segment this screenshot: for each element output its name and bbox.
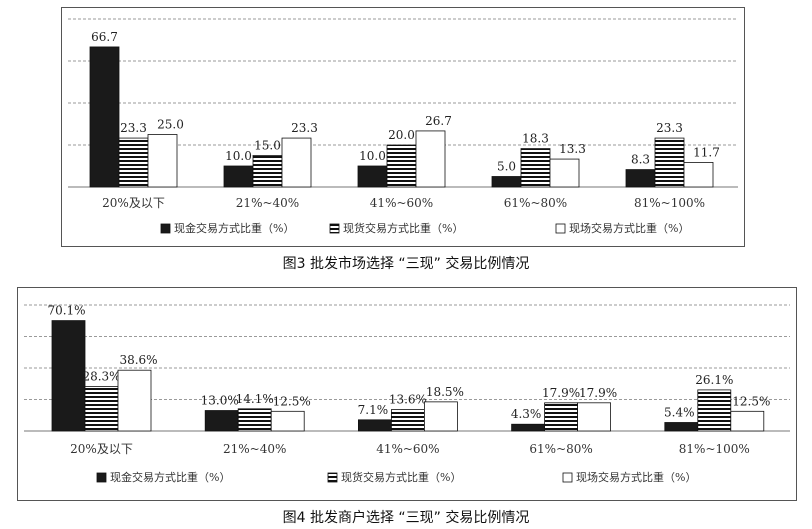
data-label: 23.3 — [120, 121, 147, 135]
bar-series-1 — [511, 423, 546, 432]
bar-series-2 — [390, 409, 425, 432]
bar-series-2 — [654, 137, 685, 188]
bar-series-1 — [89, 46, 120, 188]
bar-series-1 — [491, 176, 522, 188]
data-label: 70.1% — [47, 304, 85, 318]
data-label: 25.0 — [157, 118, 184, 132]
data-label: 66.7 — [91, 30, 118, 44]
bar-series-3 — [415, 130, 446, 188]
legend-swatch — [329, 223, 340, 234]
legend-swatch — [562, 472, 573, 483]
data-label: 13.6% — [389, 393, 427, 407]
bar-series-1 — [223, 165, 254, 188]
legend-label: 现场交易方式比重（%） — [576, 470, 696, 484]
legend-swatch — [96, 472, 107, 483]
data-label: 10.0 — [359, 149, 386, 163]
legend-label: 现金交易方式比重（%） — [174, 221, 294, 235]
data-label: 11.7 — [693, 145, 720, 159]
data-label: 14.1% — [236, 392, 274, 406]
data-label: 15.0 — [254, 139, 281, 153]
bar-series-1 — [204, 410, 239, 432]
bar-series-3 — [147, 134, 178, 188]
category-label: 20%及以下 — [70, 442, 133, 456]
figure-4-caption: 图4 批发商户选择 “三现” 交易比例情况 — [282, 510, 530, 526]
bar-series-2 — [386, 144, 417, 188]
chart-panel-4: 70.1% 28.3% 38.6% 20%及以下 13.0% 14.1% 12.5% 21%~… — [17, 287, 797, 501]
category-label: 61%~80% — [504, 196, 567, 210]
data-label: 13.0% — [201, 394, 239, 408]
data-label: 10.0 — [225, 149, 252, 163]
chart-panel-3: 66.7 23.3 25.0 20%及以下 10.0 15.0 23.3 21%~40% 10.… — [61, 7, 745, 247]
data-label: 17.9% — [542, 386, 580, 400]
bar-series-3 — [577, 402, 611, 432]
legend-swatch — [327, 472, 338, 483]
category-label: 21%~40% — [236, 196, 299, 210]
data-label: 17.9% — [579, 386, 617, 400]
data-label: 8.3 — [631, 153, 650, 167]
bar-series-1 — [357, 419, 392, 432]
data-label: 5.0 — [497, 160, 516, 174]
legend-label: 现货交易方式比重（%） — [343, 221, 463, 235]
category-label: 21%~40% — [223, 442, 286, 456]
legend-swatch — [555, 223, 566, 234]
bar-series-3 — [730, 410, 765, 432]
bar-series-3 — [423, 401, 458, 432]
bar-series-3 — [683, 162, 714, 188]
data-label: 18.3 — [522, 132, 549, 146]
data-label: 23.3 — [656, 121, 683, 135]
bar-series-3 — [281, 137, 312, 188]
data-label: 12.5% — [732, 394, 770, 408]
data-label: 7.1% — [358, 403, 389, 417]
chart-3-svg: 66.723.3 25.020%及以下10.015.023.321%~40%10.… — [68, 18, 738, 235]
bar-series-2 — [118, 137, 149, 188]
data-label: 4.3% — [511, 407, 542, 421]
legend-swatch — [160, 223, 171, 234]
bar-series-2 — [544, 402, 578, 432]
bar-series-2 — [252, 155, 283, 188]
data-label: 23.3 — [291, 121, 318, 135]
legend-label: 现货交易方式比重（%） — [341, 470, 461, 484]
data-label: 28.3% — [82, 369, 120, 383]
data-label: 13.3 — [559, 142, 586, 156]
data-label: 20.0 — [388, 128, 415, 142]
bar-series-2 — [520, 148, 551, 188]
category-label: 41%~60% — [376, 442, 439, 456]
bar-series-2 — [237, 408, 272, 432]
figure-3-caption: 图3 批发市场选择 “三现” 交易比例情况 — [282, 256, 530, 272]
bar-series-1 — [357, 165, 388, 188]
bar-series-3 — [117, 369, 152, 432]
data-label: 12.5% — [273, 394, 311, 408]
bar-series-2 — [84, 386, 119, 432]
chart-4-svg: 70.1%28.3%38.6%20%及以下13.0%14.1%12.5%21%~… — [24, 304, 790, 484]
category-label: 61%~80% — [529, 442, 592, 456]
data-label: 26.1% — [695, 373, 733, 387]
bar-series-3 — [549, 158, 580, 188]
category-label: 41%~60% — [370, 196, 433, 210]
legend-label: 现场交易方式比重（%） — [569, 221, 689, 235]
category-label: 20%及以下 — [102, 196, 165, 210]
category-label: 81%~100% — [679, 442, 750, 456]
data-label: 38.6% — [119, 353, 157, 367]
bar-series-3 — [270, 410, 305, 432]
bar-series-1 — [51, 320, 86, 432]
bar-series-1 — [664, 422, 699, 432]
bar-series-1 — [625, 169, 656, 188]
data-label: 5.4% — [664, 405, 695, 419]
data-label: 18.5% — [426, 385, 464, 399]
category-label: 81%~100% — [634, 196, 705, 210]
data-label: 26.7 — [425, 114, 452, 128]
bar-series-2 — [697, 389, 732, 432]
legend-label: 现金交易方式比重（%） — [110, 470, 230, 484]
